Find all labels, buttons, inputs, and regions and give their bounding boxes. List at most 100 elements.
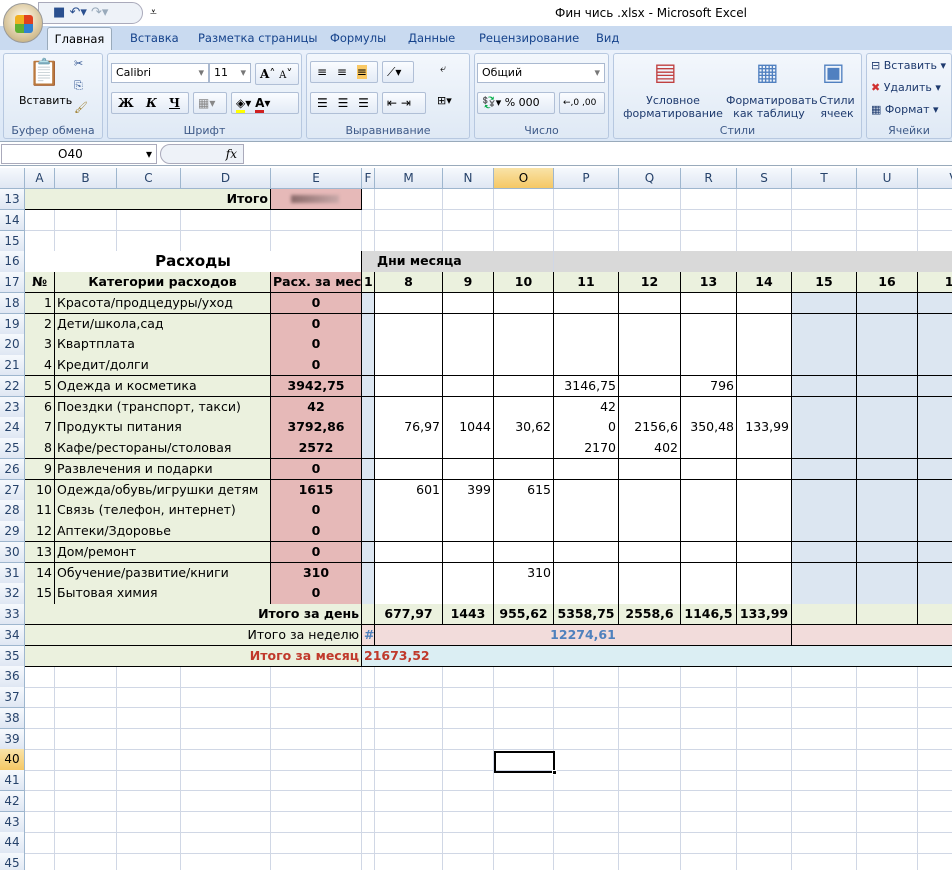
day-cell[interactable]	[362, 583, 375, 605]
row-header-26[interactable]: 26	[0, 458, 25, 480]
cell[interactable]	[857, 790, 918, 812]
expense-value[interactable]	[375, 375, 443, 397]
column-header-S[interactable]: S	[737, 168, 792, 189]
cell[interactable]	[554, 230, 619, 252]
category-name[interactable]: Развлечения и подарки	[55, 458, 271, 480]
column-header-N[interactable]: N	[443, 168, 494, 189]
tab-page-layout[interactable]: Разметка страницы	[198, 31, 318, 45]
format-as-table-button[interactable]: Форматировать как таблицу	[726, 94, 818, 120]
cell[interactable]	[737, 728, 792, 750]
column-header-P[interactable]: P	[554, 168, 619, 189]
day-total[interactable]	[792, 604, 857, 626]
expense-value[interactable]	[375, 334, 443, 356]
expense-value[interactable]	[619, 292, 681, 314]
day-cell[interactable]	[918, 500, 952, 522]
expense-value[interactable]	[375, 541, 443, 563]
cell[interactable]	[857, 811, 918, 833]
cell[interactable]	[737, 189, 792, 211]
expense-value[interactable]	[375, 583, 443, 605]
expense-value[interactable]	[443, 521, 494, 543]
cell[interactable]	[443, 811, 494, 833]
week-total[interactable]: 12274,61	[375, 624, 792, 646]
row-header-42[interactable]: 42	[0, 790, 25, 812]
cell[interactable]	[55, 666, 117, 688]
expense-value[interactable]	[443, 396, 494, 418]
row-number[interactable]: 5	[25, 375, 55, 397]
cell[interactable]	[362, 811, 375, 833]
cell[interactable]	[271, 728, 362, 750]
cell[interactable]	[494, 811, 554, 833]
expense-value[interactable]	[737, 438, 792, 460]
cell[interactable]	[443, 853, 494, 870]
row-header-44[interactable]: 44	[0, 832, 25, 854]
cell[interactable]	[494, 209, 554, 231]
expense-value[interactable]	[554, 521, 619, 543]
cell[interactable]	[681, 189, 737, 211]
expense-value[interactable]	[737, 375, 792, 397]
expense-value[interactable]	[554, 292, 619, 314]
expense-value[interactable]	[554, 355, 619, 377]
cell[interactable]	[792, 666, 857, 688]
expense-value[interactable]	[554, 334, 619, 356]
day-cell[interactable]	[362, 479, 375, 501]
expense-value[interactable]	[494, 313, 554, 335]
cell[interactable]	[117, 790, 181, 812]
cell[interactable]	[181, 811, 271, 833]
expense-value[interactable]	[375, 396, 443, 418]
cell[interactable]	[271, 811, 362, 833]
category-month-total[interactable]: 2572	[271, 438, 362, 460]
expense-value[interactable]	[737, 355, 792, 377]
day-cell[interactable]	[362, 417, 375, 439]
day-cell[interactable]	[362, 541, 375, 563]
cell[interactable]	[443, 832, 494, 854]
font-name-select[interactable]: Calibri ▾	[111, 63, 209, 83]
cell[interactable]	[681, 811, 737, 833]
row-header-33[interactable]: 33	[0, 604, 25, 626]
header-day[interactable]: 17	[918, 272, 952, 294]
font-color-icon[interactable]: A	[255, 96, 265, 113]
currency-icon[interactable]: 💱▾	[482, 96, 502, 109]
cell[interactable]	[443, 790, 494, 812]
cell[interactable]	[681, 230, 737, 252]
day-cell[interactable]	[792, 438, 857, 460]
expense-value[interactable]	[554, 562, 619, 584]
day-cell[interactable]	[918, 375, 952, 397]
expense-value[interactable]	[737, 313, 792, 335]
expense-value[interactable]	[443, 355, 494, 377]
cell[interactable]	[55, 853, 117, 870]
row-number[interactable]: 12	[25, 521, 55, 543]
row-header-15[interactable]: 15	[0, 230, 25, 252]
expense-value[interactable]	[494, 521, 554, 543]
cell[interactable]	[619, 790, 681, 812]
day-cell[interactable]	[918, 396, 952, 418]
cell[interactable]	[271, 209, 362, 231]
category-month-total[interactable]: 0	[271, 334, 362, 356]
cell[interactable]	[681, 687, 737, 709]
cell[interactable]	[362, 666, 375, 688]
day-cell[interactable]	[362, 334, 375, 356]
cell[interactable]	[918, 687, 952, 709]
cell[interactable]	[181, 832, 271, 854]
cell[interactable]	[117, 707, 181, 729]
expense-value[interactable]	[737, 521, 792, 543]
month-total[interactable]: 21673,52	[362, 645, 952, 667]
header-day[interactable]: 13	[681, 272, 737, 294]
days-title[interactable]: Дни месяца	[375, 251, 554, 273]
column-header-T[interactable]: T	[792, 168, 857, 189]
day-cell[interactable]	[792, 521, 857, 543]
column-header-E[interactable]: E	[271, 168, 362, 189]
cell[interactable]	[554, 728, 619, 750]
expense-value[interactable]: 350,48	[681, 417, 737, 439]
day-cell[interactable]	[792, 313, 857, 335]
cell[interactable]	[271, 832, 362, 854]
row-header-29[interactable]: 29	[0, 521, 25, 543]
expense-value[interactable]	[681, 541, 737, 563]
day-cell[interactable]	[857, 541, 918, 563]
expense-value[interactable]	[681, 562, 737, 584]
cell[interactable]	[619, 770, 681, 792]
expense-value[interactable]	[443, 500, 494, 522]
day-cell[interactable]	[918, 355, 952, 377]
cell[interactable]	[181, 687, 271, 709]
merge-center-icon[interactable]: ⊞▾	[437, 94, 452, 107]
cell[interactable]	[117, 728, 181, 750]
